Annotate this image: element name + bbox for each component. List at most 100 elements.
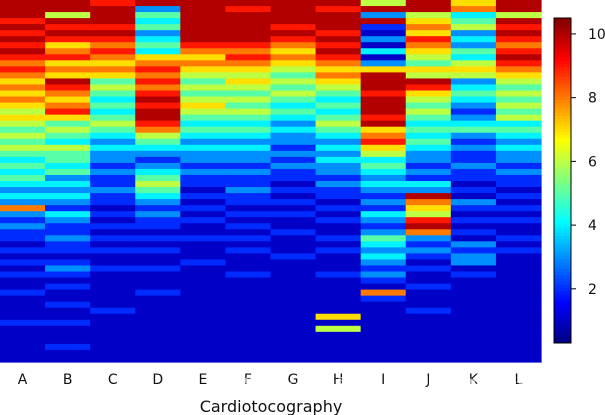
column-label-h: H [333, 372, 344, 388]
heatmap-cell [450, 289, 497, 297]
heatmap-cell [405, 42, 452, 49]
heatmap-cell [180, 253, 227, 261]
heatmap-cell [45, 247, 91, 254]
heatmap-cell [450, 241, 497, 248]
heatmap-cell [315, 6, 362, 13]
heatmap-cell [270, 168, 317, 176]
heatmap-cell [315, 193, 362, 200]
heatmap-cell [450, 247, 497, 254]
colorbar-band [554, 21, 571, 25]
heatmap-cell [225, 211, 272, 218]
heatmap-cell [360, 325, 407, 333]
colorbar-band [554, 118, 571, 123]
heatmap-cell [45, 48, 91, 55]
heatmap-cell [270, 156, 317, 164]
heatmap-cell [405, 156, 452, 164]
heatmap-cell [135, 114, 181, 122]
colorbar-band [554, 235, 571, 240]
colorbar-band [554, 196, 571, 201]
colorbar-band [554, 24, 571, 29]
heatmap-cell [0, 30, 46, 37]
heatmap-cell [0, 313, 46, 321]
heatmap-cell [225, 331, 272, 339]
heatmap-cell [405, 72, 452, 80]
heatmap-cell [495, 108, 542, 116]
heatmap-cell [135, 96, 181, 104]
heatmap-cell [180, 132, 227, 140]
colorbar-band [554, 27, 571, 32]
heatmap-cell [450, 138, 497, 146]
heatmap-cell [405, 138, 452, 146]
colorbar-band [554, 307, 571, 311]
colorbar-band [554, 271, 571, 276]
heatmap-cell [135, 138, 181, 146]
column-label-d: D [152, 372, 163, 388]
colorbar-band [554, 183, 571, 188]
heatmap-cell [225, 96, 272, 104]
heatmap-cell [45, 108, 91, 116]
heatmap-cell [45, 349, 91, 357]
heatmap-cell [180, 229, 227, 236]
heatmap-cell [45, 66, 91, 73]
heatmap-cell [135, 205, 181, 212]
heatmap-cell [180, 162, 227, 170]
heatmap-cell [225, 120, 272, 128]
heatmap-cell [45, 319, 91, 327]
heatmap-cell [270, 283, 317, 291]
heatmap-cell [135, 90, 181, 98]
colorbar-band [554, 265, 571, 269]
heatmap-cell [180, 325, 227, 333]
heatmap-cell [225, 217, 272, 224]
heatmap-cell [135, 271, 181, 279]
heatmap-cell [180, 211, 227, 218]
colorbar-band [554, 219, 571, 224]
heatmap-cell [495, 217, 542, 224]
heatmap-cell [0, 42, 46, 49]
heatmap-cell [270, 162, 317, 170]
heatmap-cell [495, 289, 542, 297]
heatmap-cell [270, 289, 317, 297]
colorbar-band [554, 268, 571, 272]
heatmap-cell [495, 12, 542, 19]
heatmap-cell [495, 199, 542, 206]
heatmap-cell [135, 337, 181, 345]
colorbar-band [554, 313, 571, 318]
heatmap-cell [180, 42, 227, 49]
heatmap-cell [0, 229, 46, 236]
heatmap-cell [405, 60, 452, 67]
heatmap-cell [270, 187, 317, 194]
heatmap-cell [90, 54, 136, 61]
colorbar-band [554, 141, 571, 146]
heatmap-cell [180, 343, 227, 351]
heatmap-cell [0, 72, 46, 80]
heatmap-cell [135, 156, 181, 164]
heatmap-cell [495, 84, 542, 92]
column-label-c: C [108, 372, 118, 388]
heatmap-cell [45, 289, 91, 297]
colorbar-band [554, 304, 571, 308]
heatmap-cell [360, 181, 407, 188]
heatmap-cell [45, 271, 91, 279]
heatmap-cell [495, 120, 542, 128]
heatmap-cell [135, 120, 181, 128]
heatmap-cell [360, 90, 407, 98]
colorbar-band [554, 200, 571, 204]
heatmap-cell [405, 96, 452, 104]
heatmap-cell [180, 0, 227, 7]
colorbar-tick-label: 2 [588, 282, 597, 298]
heatmap-cell [270, 36, 317, 43]
heatmap-cell [270, 120, 317, 128]
heatmap-cell [225, 36, 272, 43]
heatmap-cell [360, 24, 407, 31]
heatmap-cell [135, 126, 181, 134]
heatmap-cell [45, 168, 91, 176]
heatmap-cell [0, 355, 46, 363]
heatmap-cell [45, 187, 91, 194]
heatmap-cell [225, 30, 272, 37]
heatmap-cell [0, 78, 46, 86]
heatmap-cell [360, 36, 407, 43]
heatmap-cell [135, 36, 181, 43]
heatmap-cell [0, 162, 46, 170]
heatmap-cell [180, 168, 227, 176]
